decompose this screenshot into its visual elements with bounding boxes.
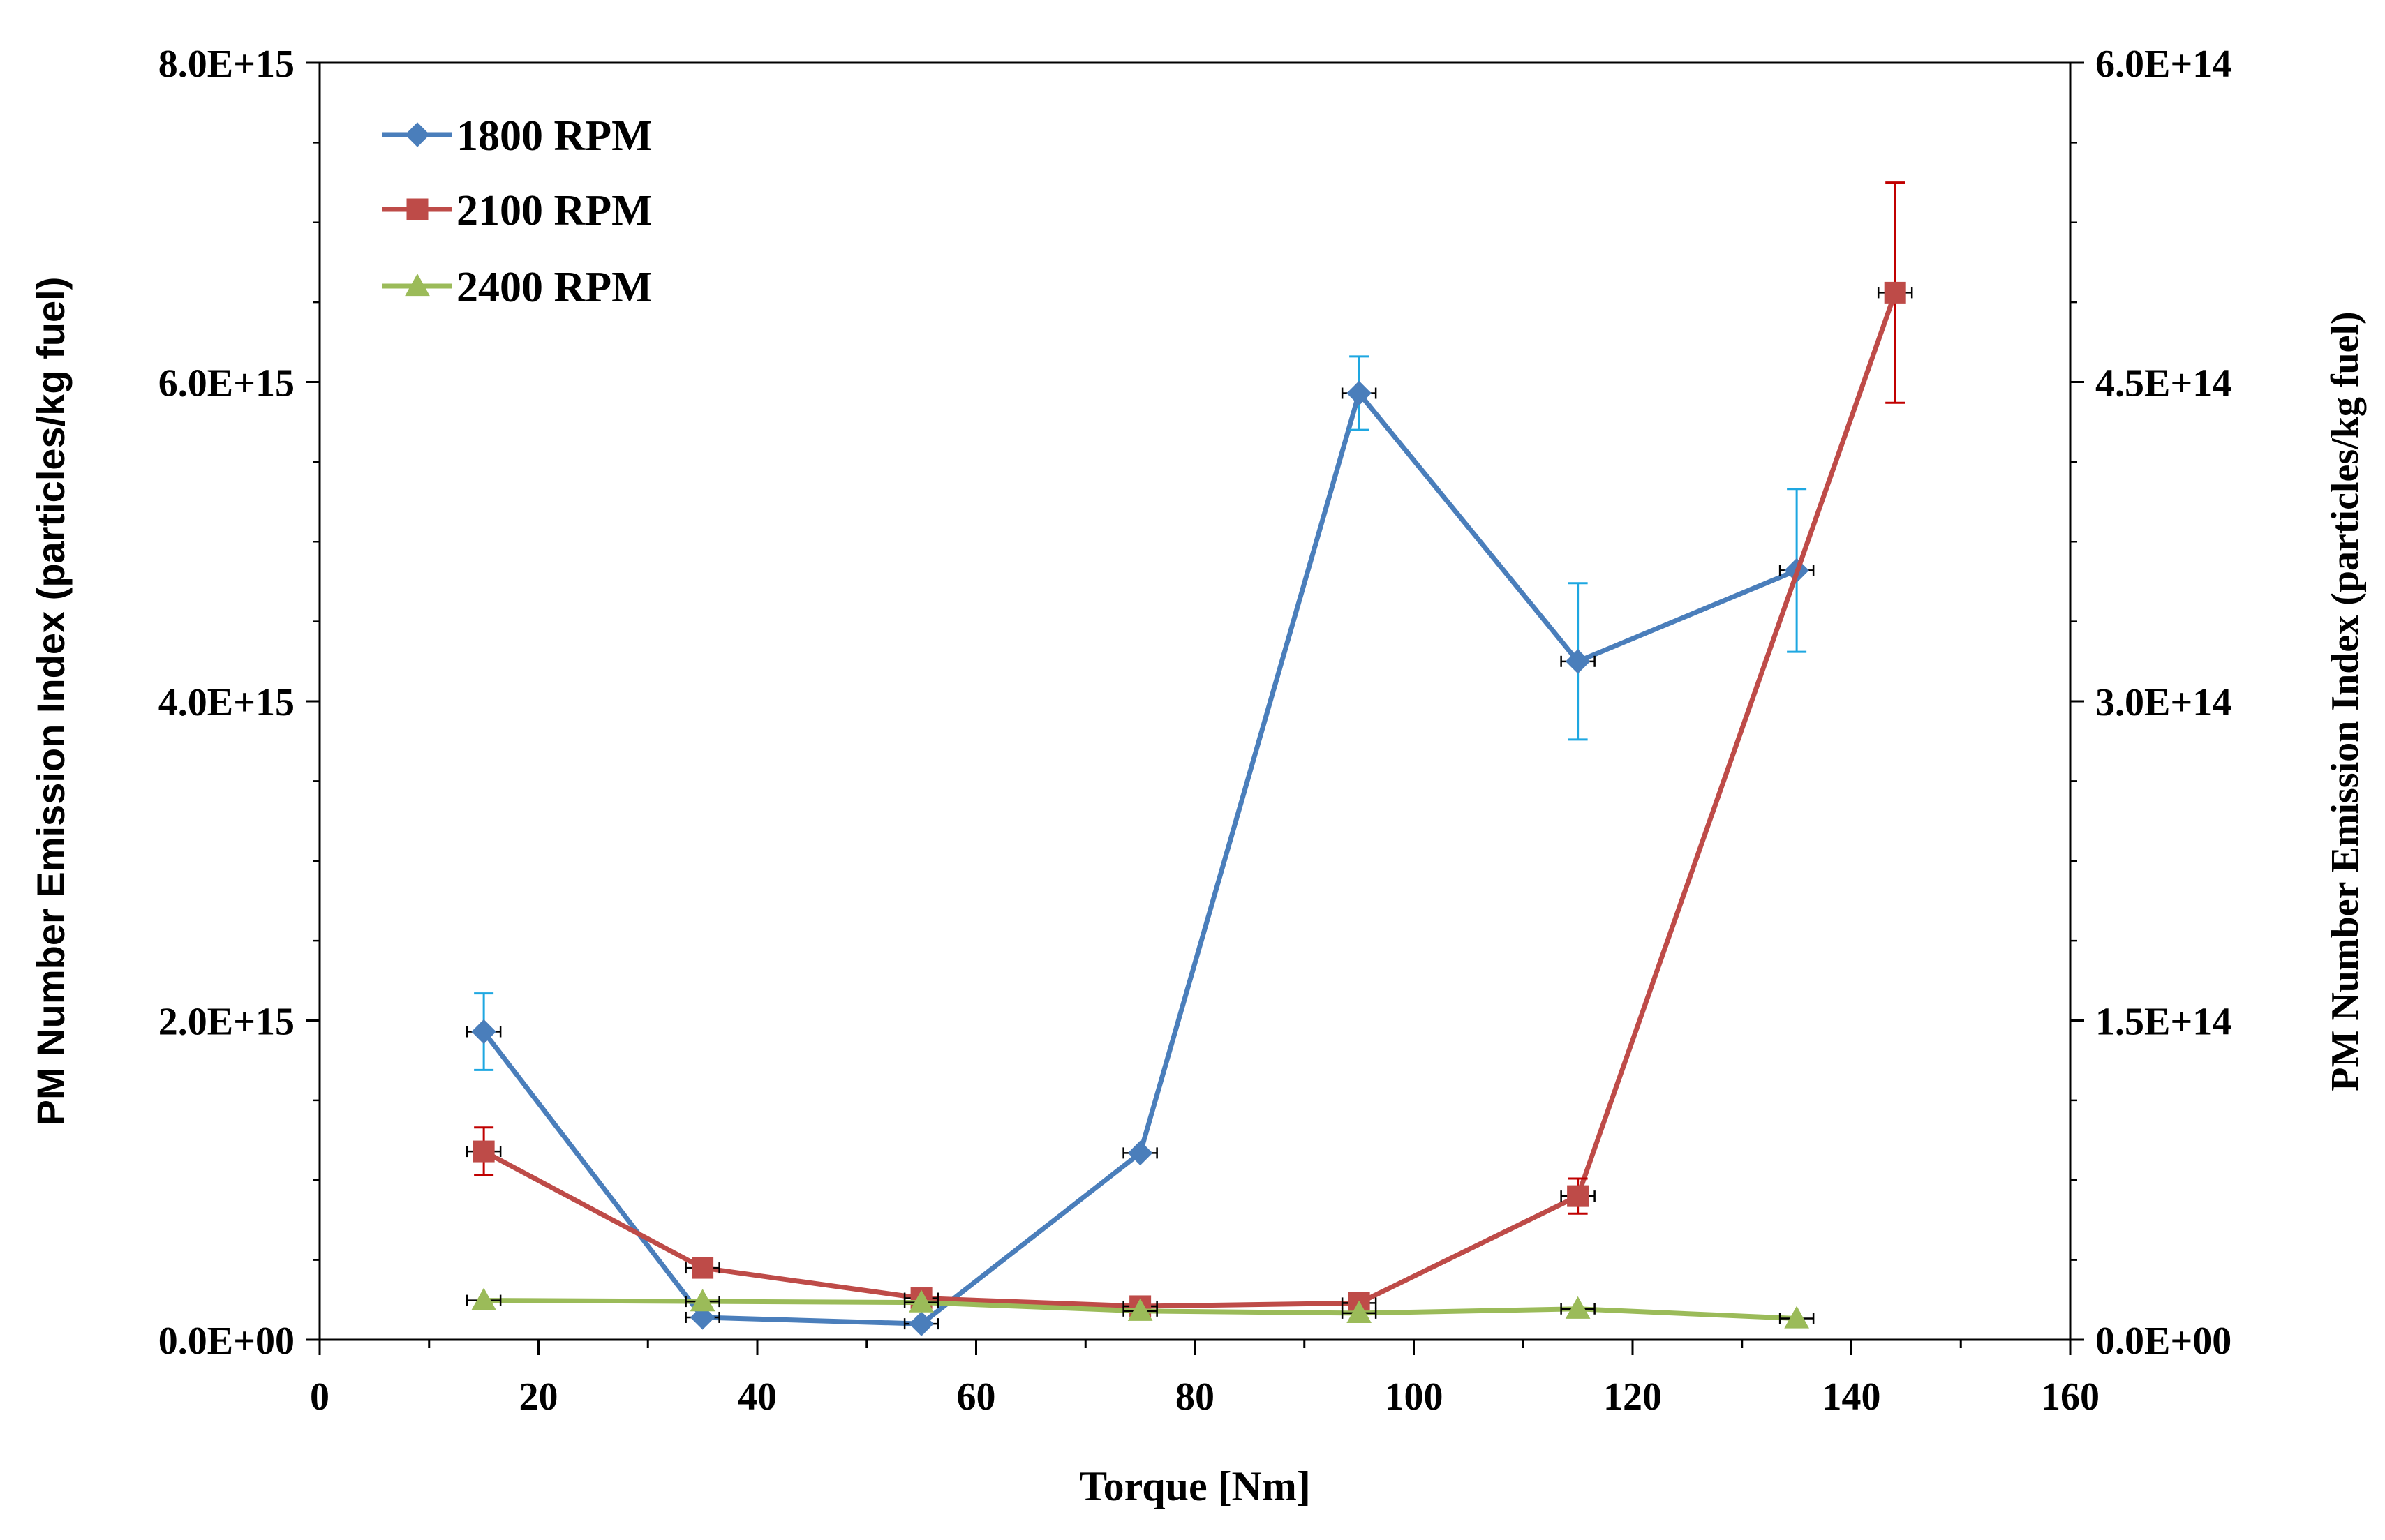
legend-label: 2400 RPM: [456, 264, 653, 311]
x-tick-label: 140: [1822, 1375, 1881, 1419]
data-point: [1565, 1296, 1591, 1319]
data-point: [473, 1140, 495, 1163]
data-point: [690, 1289, 715, 1312]
y-axis-title: PM Number Emission Index (particles/kg f…: [29, 277, 73, 1126]
y2-axis-title: PM Number Emission Index (particles/kg f…: [2324, 311, 2367, 1091]
plot-area: [318, 61, 2072, 1341]
y2-tick-label: 3.0E+14: [2095, 681, 2231, 724]
y2-tick-label: 4.5E+14: [2095, 362, 2231, 405]
data-point: [1346, 380, 1372, 406]
data-point: [471, 1019, 496, 1045]
series-2400-rpm: [466, 1287, 1815, 1329]
data-point: [1884, 281, 1906, 304]
legend-swatch-marker: [405, 273, 430, 297]
series-1800-rpm: [466, 355, 1815, 1336]
y2-tick-label: 1.5E+14: [2095, 1001, 2231, 1044]
y-tick-label: 2.0E+15: [158, 1001, 295, 1044]
data-point: [692, 1257, 714, 1279]
x-tick-label: 120: [1603, 1375, 1662, 1419]
legend-swatch-marker: [406, 198, 429, 220]
data-point: [909, 1311, 934, 1336]
data-point: [1565, 649, 1591, 674]
data-point: [909, 1289, 934, 1313]
y2-tick-label: 6.0E+14: [2095, 43, 2231, 86]
y-tick-label: 6.0E+15: [158, 362, 295, 405]
series-layer: [466, 181, 1913, 1336]
data-point: [690, 1305, 715, 1330]
data-point: [1567, 1185, 1589, 1207]
y-tick-label: 0.0E+00: [158, 1320, 295, 1363]
x-axis: 0 20 40 60 80 100 120 140 160: [310, 1340, 2100, 1419]
x-tick-label: 40: [738, 1375, 777, 1419]
legend-item: 2400 RPM: [382, 264, 653, 311]
data-point: [471, 1287, 496, 1310]
x-axis-title: Torque [Nm]: [1079, 1463, 1311, 1509]
y-tick-label: 4.0E+15: [158, 681, 295, 724]
y-axis-right: 0.0E+00 1.5E+14 3.0E+14 4.5E+14 6.0E+14: [2070, 43, 2231, 1363]
data-point: [1127, 1298, 1153, 1321]
y-tick-label: 8.0E+15: [158, 43, 295, 86]
x-tick-label: 100: [1385, 1375, 1443, 1419]
legend-item: 2100 RPM: [382, 187, 653, 234]
y2-tick-label: 0.0E+00: [2095, 1320, 2231, 1363]
x-tick-label: 20: [519, 1375, 558, 1419]
legend-swatch-marker: [405, 122, 430, 147]
legend: 1800 RPM 2100 RPM 2400 RPM: [382, 112, 653, 311]
legend-item: 1800 RPM: [382, 112, 653, 160]
x-tick-label: 160: [2041, 1375, 2100, 1419]
y-axis-left: 0.0E+00 2.0E+15 4.0E+15 6.0E+15 8.0E+15: [158, 43, 320, 1363]
data-point: [1346, 1300, 1372, 1323]
data-point: [1127, 1140, 1153, 1166]
x-tick-label: 60: [957, 1375, 996, 1419]
x-tick-label: 80: [1175, 1375, 1214, 1419]
legend-label: 1800 RPM: [456, 112, 653, 160]
data-point: [1784, 1306, 1809, 1329]
legend-label: 2100 RPM: [456, 187, 653, 234]
x-tick-label: 0: [310, 1375, 329, 1419]
